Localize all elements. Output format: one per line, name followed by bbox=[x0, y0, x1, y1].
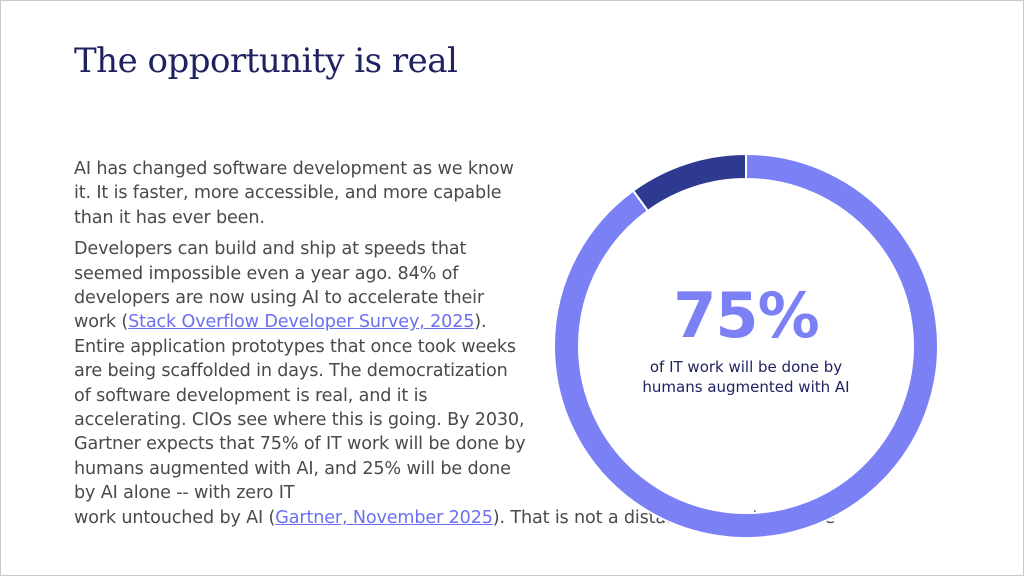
gartner-link[interactable]: Gartner, November 2025 bbox=[275, 507, 493, 528]
donut-slice-0 bbox=[554, 154, 938, 538]
paragraph-2-part-a: Developers can build and ship at speeds … bbox=[74, 239, 484, 333]
stack-overflow-survey-link[interactable]: Stack Overflow Developer Survey, 2025 bbox=[128, 312, 475, 333]
donut-slice-1 bbox=[631, 154, 747, 213]
donut-chart-svg bbox=[554, 154, 938, 538]
paragraph-1: AI has changed software development as w… bbox=[74, 159, 514, 228]
stat-caption: of IT work will be done by humans augmen… bbox=[642, 358, 850, 396]
donut-chart bbox=[554, 154, 938, 538]
slide-title: The opportunity is real bbox=[74, 41, 458, 81]
stat-value: 75% bbox=[673, 279, 819, 352]
paragraph-2: Developers can build and ship at speeds … bbox=[74, 237, 835, 530]
paragraph-2-part-c: work untouched by AI ( bbox=[74, 507, 276, 528]
stat-callout: 75% of IT work will be done by humans au… bbox=[554, 281, 938, 397]
body-text: AI has changed software development as w… bbox=[74, 157, 835, 537]
paragraph-2-part-b: ). Entire application prototypes that on… bbox=[74, 312, 526, 504]
